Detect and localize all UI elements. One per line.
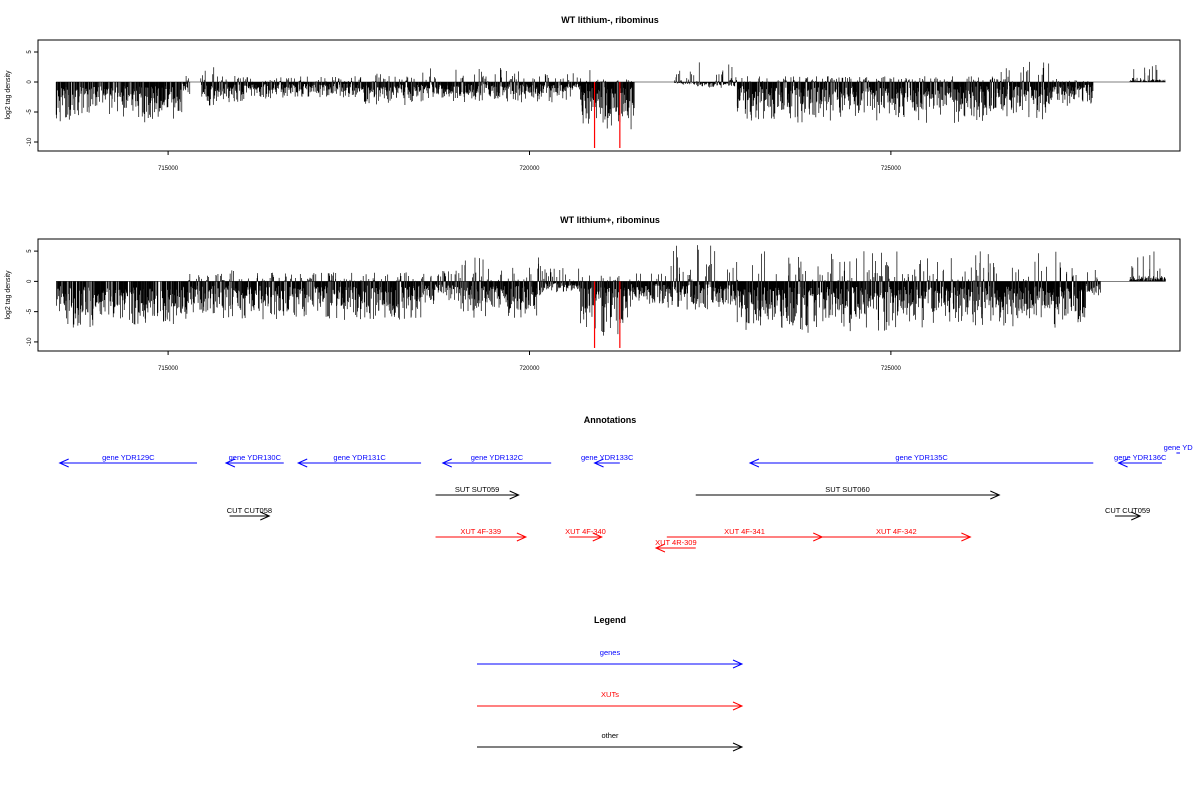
y-tick-label: -10	[27, 137, 33, 146]
legend-arrow-head	[732, 742, 744, 752]
density-bars-lithium-plus	[56, 245, 1166, 336]
feature-arrow-head	[1117, 458, 1128, 468]
feature-label: SUT SUT060	[825, 485, 869, 494]
annotation-feature: CUT CUT058	[227, 506, 272, 521]
feature-arrow-head	[1131, 511, 1142, 521]
annotations-track: Annotations gene YDR129C gene YDR130C gene…	[58, 415, 1194, 553]
legend-items: genes XUTs other	[477, 648, 744, 752]
annotation-feature: XUT 4R-309	[654, 538, 697, 553]
x-tick-label: 715000	[158, 166, 179, 172]
y-axis-lithium-plus: 5 0 -5 -10	[27, 249, 38, 346]
feature-arrow-head	[509, 490, 520, 500]
feature-arrow-head	[593, 458, 604, 468]
feature-arrow-head	[813, 532, 824, 542]
feature-arrow-head	[441, 458, 452, 468]
x-axis-lithium-plus: 715000 720000 725000	[158, 351, 902, 372]
y-tick-label: -5	[27, 109, 33, 115]
density-marks-lithium-plus	[56, 245, 1166, 348]
feature-arrow-head	[961, 532, 972, 542]
legend-arrow-head	[732, 659, 744, 669]
feature-label: gene YDR132C	[471, 453, 524, 462]
y-tick-label: 5	[27, 50, 33, 54]
x-tick-label: 720000	[519, 366, 540, 372]
feature-label: gene YDR131C	[333, 453, 386, 462]
feature-label: gene YDR136C	[1114, 453, 1167, 462]
feature-arrow-head	[58, 458, 69, 468]
x-axis-lithium-minus: 715000 720000 725000	[158, 151, 902, 172]
legend-item: genes	[477, 648, 744, 669]
panel-lithium-minus: WT lithium-, ribominus log2 tag density …	[5, 15, 1181, 172]
x-tick-label: 725000	[881, 366, 902, 372]
y-tick-label: -10	[27, 337, 33, 346]
y-axis-label-lithium-minus: log2 tag density	[5, 70, 12, 120]
annotation-feature: SUT SUT059	[435, 485, 520, 500]
density-bars-lithium-minus	[55, 61, 1166, 130]
feature-label: XUT 4R-309	[655, 538, 697, 547]
annotation-feature: CUT CUT059	[1105, 506, 1150, 521]
feature-label: SUT SUT059	[455, 485, 499, 494]
legend-title: Legend	[594, 615, 626, 625]
feature-arrow-head	[748, 458, 760, 468]
feature-arrow-head	[296, 458, 308, 468]
feature-arrow-head	[516, 532, 528, 542]
x-tick-label: 715000	[158, 366, 179, 372]
feature-arrow-head	[260, 511, 271, 521]
feature-label: gene YDR133C	[581, 453, 634, 462]
annotation-feature: XUT 4F-340	[565, 527, 606, 542]
annotation-feature: gene YDR130C	[224, 453, 284, 468]
feature-label: gene YD	[1164, 443, 1194, 452]
annotation-feature: gene YDR136C	[1114, 453, 1167, 468]
plot-frame-lithium-plus	[37, 238, 1181, 352]
feature-label: XUT 4F-341	[724, 527, 765, 536]
legend-arrow-head	[732, 701, 744, 711]
panel-title-lithium-minus: WT lithium-, ribominus	[561, 15, 659, 25]
annotation-feature: gene YDR133C	[581, 453, 634, 468]
annotation-feature: gene YD	[1164, 443, 1194, 454]
y-axis-label-lithium-plus: log2 tag density	[5, 270, 12, 320]
panel-title-lithium-plus: WT lithium+, ribominus	[560, 215, 660, 225]
feature-label: XUT 4F-342	[876, 527, 917, 536]
feature-label: gene YDR130C	[229, 453, 282, 462]
annotation-feature: gene YDR132C	[441, 453, 552, 468]
density-marks-lithium-minus	[55, 61, 1166, 148]
plot-frame-lithium-minus	[37, 39, 1181, 152]
legend-item-label: other	[601, 731, 619, 740]
annotation-feature: SUT SUT060	[695, 485, 1001, 500]
annotation-feature: XUT 4F-339	[435, 527, 528, 542]
feature-label: gene YDR135C	[895, 453, 948, 462]
x-tick-label: 725000	[881, 166, 902, 172]
legend: Legend genes XUTs other	[477, 615, 744, 752]
annotation-feature: gene YDR135C	[748, 453, 1094, 468]
panel-lithium-plus: WT lithium+, ribominus log2 tag density …	[5, 215, 1181, 372]
y-tick-label: 5	[27, 249, 33, 253]
legend-item-label: XUTs	[601, 690, 619, 699]
legend-item-label: genes	[600, 648, 621, 657]
y-tick-label: -5	[27, 308, 33, 314]
y-tick-label: 0	[27, 279, 33, 283]
annotation-feature: XUT 4F-342	[822, 527, 972, 542]
legend-item: XUTs	[477, 690, 744, 711]
feature-label: XUT 4F-339	[460, 527, 501, 536]
annotation-feature: gene YDR131C	[296, 453, 422, 468]
x-tick-label: 720000	[519, 166, 540, 172]
feature-arrow-head	[654, 543, 666, 553]
feature-label: CUT CUT058	[227, 506, 272, 515]
y-axis-lithium-minus: 5 0 -5 -10	[27, 50, 38, 146]
feature-arrow-head	[990, 490, 1001, 500]
feature-label: CUT CUT059	[1105, 506, 1150, 515]
feature-label: XUT 4F-340	[565, 527, 606, 536]
annotation-features: gene YDR129C gene YDR130C gene YDR131C gene…	[58, 443, 1194, 553]
feature-label: gene YDR129C	[102, 453, 155, 462]
legend-item: other	[477, 731, 744, 752]
feature-arrow-head	[224, 458, 236, 468]
annotation-feature: XUT 4F-341	[666, 527, 824, 542]
feature-arrow-head	[592, 532, 604, 542]
annotations-title: Annotations	[584, 415, 637, 425]
y-tick-label: 0	[27, 80, 33, 84]
annotation-feature: gene YDR129C	[58, 453, 198, 468]
